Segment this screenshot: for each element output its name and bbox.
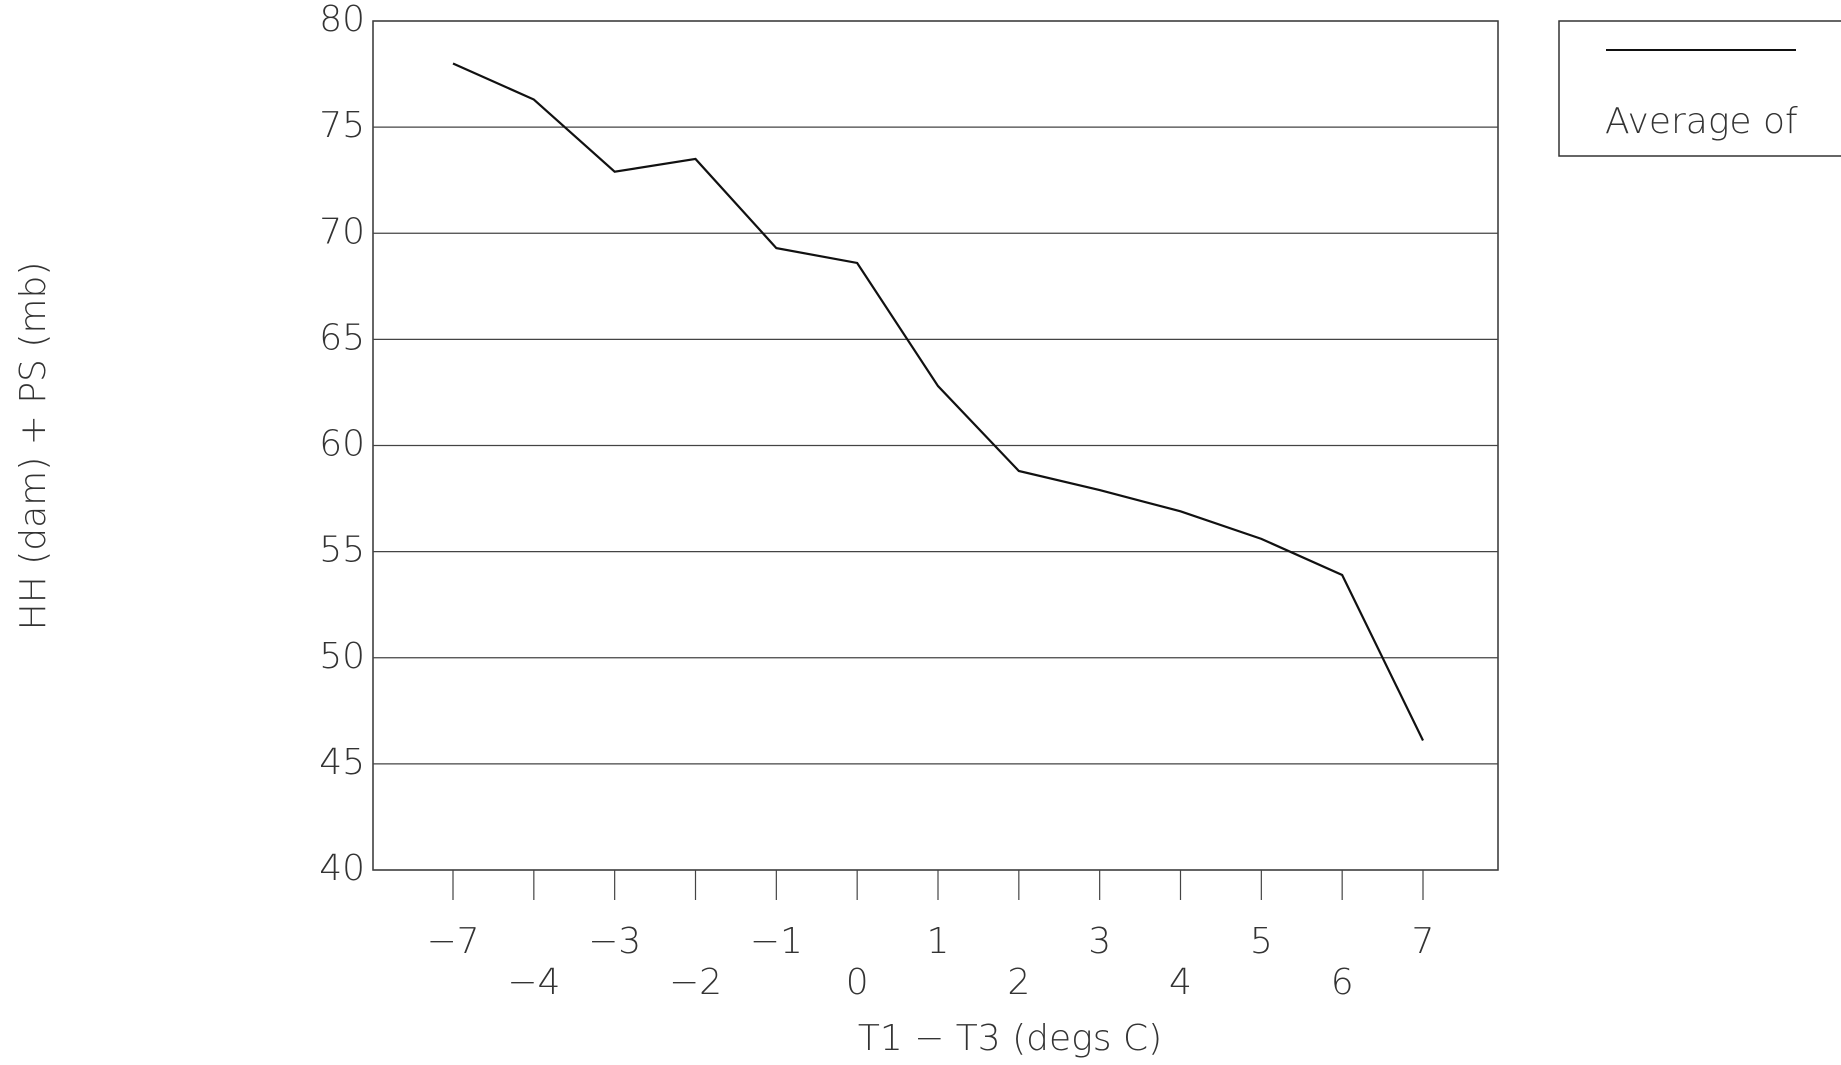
x-tick-label: −4 bbox=[507, 962, 560, 1003]
x-tick-label: 4 bbox=[1169, 962, 1192, 1003]
y-tick-label: 70 bbox=[319, 211, 365, 252]
x-tick-label: 2 bbox=[1007, 962, 1030, 1003]
x-tick-label: −1 bbox=[750, 921, 803, 962]
y-tick-label: 60 bbox=[319, 424, 365, 465]
y-axis-title: HH (dam) + PS (mb) bbox=[13, 262, 54, 631]
y-tick-label: 45 bbox=[319, 742, 365, 783]
data-line bbox=[452, 62, 1424, 742]
x-tick-label: 6 bbox=[1331, 962, 1354, 1003]
y-tick-label: 65 bbox=[319, 317, 365, 358]
x-tick-label: 3 bbox=[1088, 921, 1111, 962]
x-tick-label: −3 bbox=[588, 921, 641, 962]
x-tick-label: −7 bbox=[426, 921, 479, 962]
x-tick-label: −2 bbox=[669, 962, 722, 1003]
y-tick-label: 50 bbox=[319, 636, 365, 677]
x-tick-label: 0 bbox=[846, 962, 869, 1003]
legend-box bbox=[1558, 20, 1841, 157]
x-tick-label: 5 bbox=[1250, 921, 1273, 962]
y-tick-label: 55 bbox=[319, 530, 365, 571]
x-axis-title: T1 − T3 (degs C) bbox=[858, 1018, 1162, 1059]
legend-label: Average of bbox=[1605, 101, 1798, 142]
y-tick-label: 75 bbox=[319, 105, 365, 146]
x-tick-label: 1 bbox=[927, 921, 950, 962]
y-tick-label: 40 bbox=[319, 848, 365, 889]
y-tick-label: 80 bbox=[319, 0, 365, 40]
x-tick-label: 7 bbox=[1412, 921, 1435, 962]
